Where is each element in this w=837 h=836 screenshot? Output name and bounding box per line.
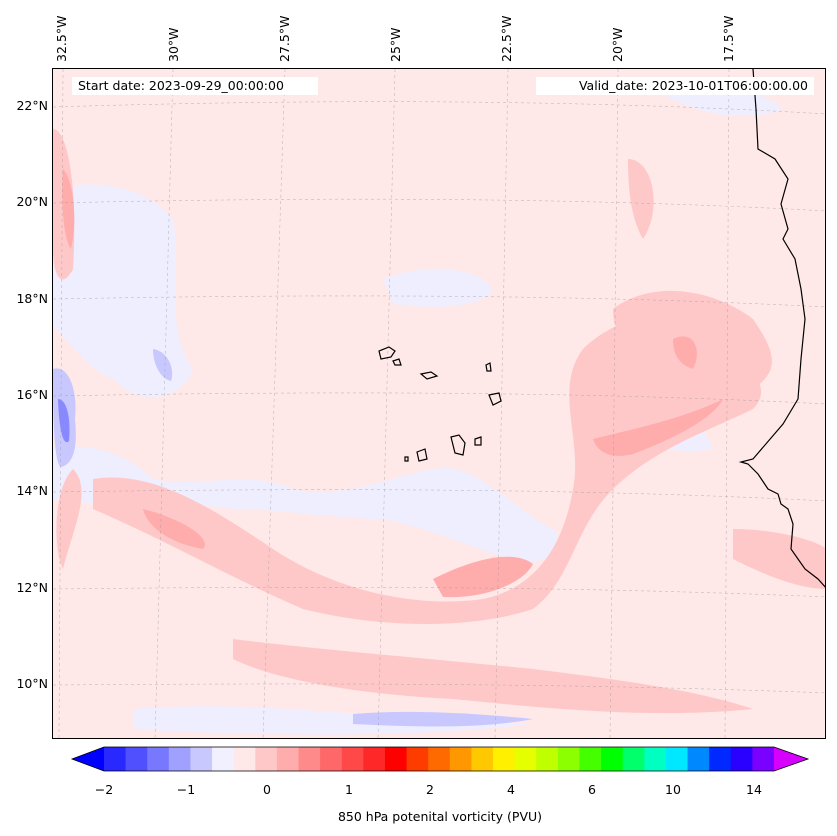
lon-label: 22.5°W [499,15,514,62]
pv-negative-strong [53,349,533,727]
colorbar-tick: −1 [176,782,196,797]
colorbar-cell [147,747,170,771]
pv-field-map [53,69,825,738]
lon-label: 25°W [388,27,403,62]
colorbar-cell [341,747,364,771]
lat-label: 14°N [16,483,48,498]
colorbar-cell [449,747,472,771]
colorbar-cell [190,747,213,771]
colorbar-tick: −2 [94,782,114,797]
map-panel [52,68,826,739]
colorbar-cell [320,747,343,771]
colorbar-cell [514,747,537,771]
lat-label: 22°N [16,98,48,113]
pv-negative-regions [53,84,783,735]
colorbar-cell [168,747,191,771]
colorbar-cell [471,747,494,771]
graticule [53,69,825,738]
colorbar-cell [687,747,710,771]
colorbar-tick: 0 [263,782,271,797]
colorbar-tick: 2 [426,782,434,797]
lon-label: 17.5°W [721,15,736,62]
lat-label: 18°N [16,291,48,306]
colorbar-cell [665,747,689,771]
colorbar-cell [384,747,408,771]
colorbar-tick: 4 [507,782,515,797]
lon-label: 32.5°W [54,15,69,62]
pv-positive-strong [62,169,723,598]
lon-label: 27.5°W [277,15,292,62]
colorbar-cell [406,747,429,771]
colorbar-cell [536,747,559,771]
colorbar-cell [644,747,667,771]
colorbar-cell [622,747,645,771]
colorbar-tick: 10 [665,782,681,797]
colorbar-cell [276,747,300,771]
lat-label: 12°N [16,580,48,595]
valid-date-label: Valid_date: 2023-10-01T06:00:00.00 [536,77,814,95]
colorbar-cell [212,747,235,771]
colorbar-tick: 6 [588,782,596,797]
colorbar-cell [255,747,278,771]
colorbar-tick: 14 [746,782,762,797]
colorbar-cell [233,747,256,771]
colorbar-extend-min [72,747,104,771]
colorbar-cell [493,747,516,771]
colorbar-cell [428,747,451,771]
colorbar-tick: 1 [345,782,353,797]
colorbar-cell [709,747,732,771]
start-date-label: Start date: 2023-09-29_00:00:00 [72,77,318,95]
colorbar-cell [752,747,775,771]
colorbar-cell [730,747,753,771]
colorbar-cell [125,747,148,771]
colorbar-extend-max [774,747,808,771]
colorbar-cell [601,747,624,771]
colorbar-cell [579,747,602,771]
lon-label: 30°W [166,27,181,62]
pv-positive-regions [53,129,825,714]
colorbar-cell [557,747,580,771]
africa-coastline [738,69,825,588]
lon-label: 20°W [610,27,625,62]
colorbar-cell [298,747,321,771]
colorbar-outline [70,746,810,772]
lat-label: 16°N [16,387,48,402]
colorbar-label: 850 hPa potenital vorticity (PVU) [337,809,543,824]
colorbar-cell [363,747,386,771]
pv-negative-core [58,399,70,443]
lat-label: 10°N [16,676,48,691]
cape-verde-islands [378,346,502,462]
lat-label: 20°N [16,194,48,209]
colorbar-cell [104,747,127,771]
